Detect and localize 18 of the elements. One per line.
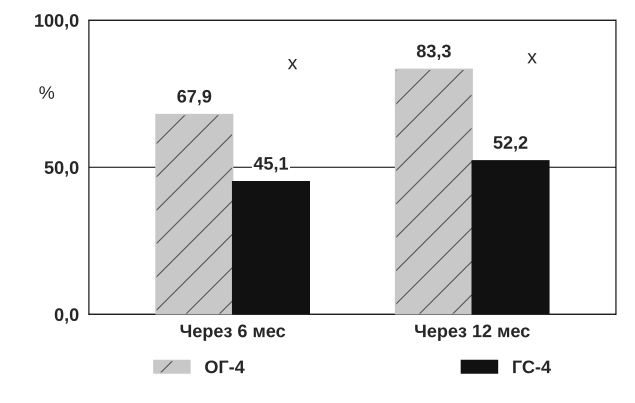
bar [155, 114, 234, 314]
x-tick-label: Через 6 мес [180, 324, 286, 341]
data-label: 45,1 [254, 157, 288, 172]
legend-label: ГС-4 [513, 360, 551, 374]
y-tick-label: 0,0 [54, 308, 78, 324]
bar [394, 68, 473, 314]
data-label: 52,2 [494, 136, 528, 152]
y-axis-title: % [39, 86, 54, 99]
annotation: x [288, 59, 298, 70]
bar [472, 160, 550, 314]
legend-label: ОГ-4 [205, 360, 245, 374]
data-label: 67,9 [177, 90, 212, 106]
annotation: x [527, 53, 537, 64]
x-tick-label: Через 12 мес [415, 324, 530, 341]
y-tick-label: 100,0 [35, 14, 78, 30]
bar [232, 180, 310, 314]
data-label: 83,3 [416, 44, 451, 60]
y-tick-label: 50,0 [44, 161, 78, 177]
